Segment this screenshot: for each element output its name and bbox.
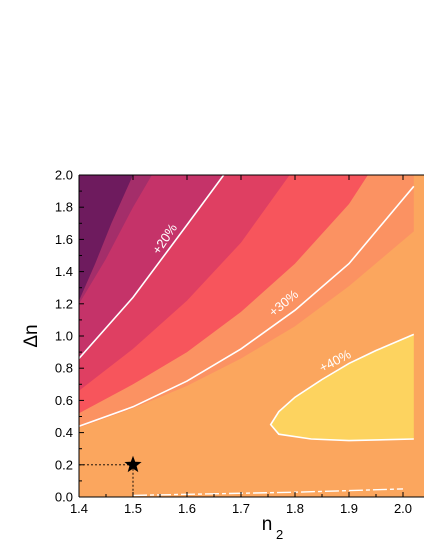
y-tick-label-10: 2.0: [55, 168, 73, 183]
contour-band-peak: [270, 334, 414, 441]
contour-line-1: [79, 185, 415, 427]
x-tick-label-1: 1.5: [124, 501, 142, 516]
contour-fill-bands: [79, 175, 424, 497]
y-tick-label-2: 0.4: [55, 425, 73, 440]
x-tick-label-4: 1.8: [286, 501, 304, 516]
y-tick-label-5: 1.0: [55, 329, 73, 344]
x-axis-label: n: [262, 514, 273, 535]
x-tick-label-5: 1.9: [340, 501, 358, 516]
star-marker: [124, 455, 142, 473]
y-axis-label: Δn: [21, 324, 42, 347]
marker-group: [79, 455, 142, 497]
y-tick-label-1: 0.2: [55, 457, 73, 472]
contour-line-0: [79, 175, 225, 360]
contour-line-2: [269, 333, 415, 442]
y-tick-label-3: 0.6: [55, 393, 73, 408]
x-tick-label-6: 2.0: [394, 501, 412, 516]
x-tick-label-0: 1.4: [70, 501, 88, 516]
x-axis-label-subscript: 2: [276, 527, 283, 542]
x-tick-label-2: 1.6: [178, 501, 196, 516]
axis-titles: n 2 Δn: [21, 324, 283, 542]
y-tick-label-9: 1.8: [55, 200, 73, 215]
y-tick-label-6: 1.2: [55, 296, 73, 311]
y-tick-label-8: 1.6: [55, 232, 73, 247]
y-tick-label-7: 1.4: [55, 264, 73, 279]
axes: 1.4 1.5 1.6 1.7 1.8 1.9 2.0 0.0 0.2 0.4 0.6 0.8 1.0 1…: [55, 168, 424, 516]
y-tick-label-0: 0.0: [55, 490, 73, 505]
contour-band-6: [79, 175, 133, 301]
x-tick-label-3: 1.7: [232, 501, 250, 516]
y-tick-label-4: 0.8: [55, 361, 73, 376]
